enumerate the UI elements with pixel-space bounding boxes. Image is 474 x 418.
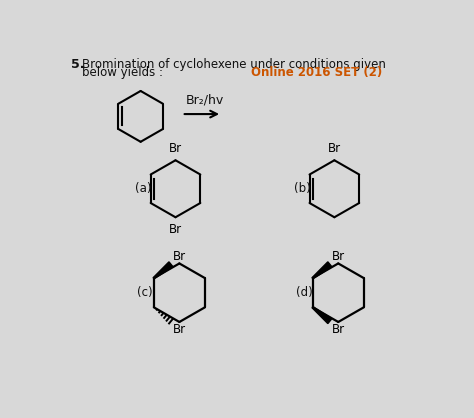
Text: Br: Br — [332, 250, 345, 263]
Text: below yields :: below yields : — [82, 66, 164, 79]
Text: (b): (b) — [294, 182, 311, 195]
Text: (d): (d) — [296, 286, 312, 299]
Text: Bromination of cyclohexene under conditions given: Bromination of cyclohexene under conditi… — [82, 58, 386, 71]
Text: Online 2016 SET (2): Online 2016 SET (2) — [251, 66, 383, 79]
Text: Br: Br — [173, 250, 186, 263]
Polygon shape — [312, 307, 332, 324]
Text: Br: Br — [173, 323, 186, 336]
Text: Br: Br — [332, 323, 345, 336]
Text: Br: Br — [328, 142, 341, 155]
Text: Br₂/hv: Br₂/hv — [186, 93, 224, 106]
Polygon shape — [312, 262, 332, 279]
Text: Br: Br — [169, 142, 182, 155]
Text: Br: Br — [169, 223, 182, 236]
Text: (c): (c) — [137, 286, 152, 299]
Polygon shape — [154, 262, 173, 279]
Text: 5.: 5. — [71, 58, 84, 71]
Text: (a): (a) — [135, 182, 152, 195]
